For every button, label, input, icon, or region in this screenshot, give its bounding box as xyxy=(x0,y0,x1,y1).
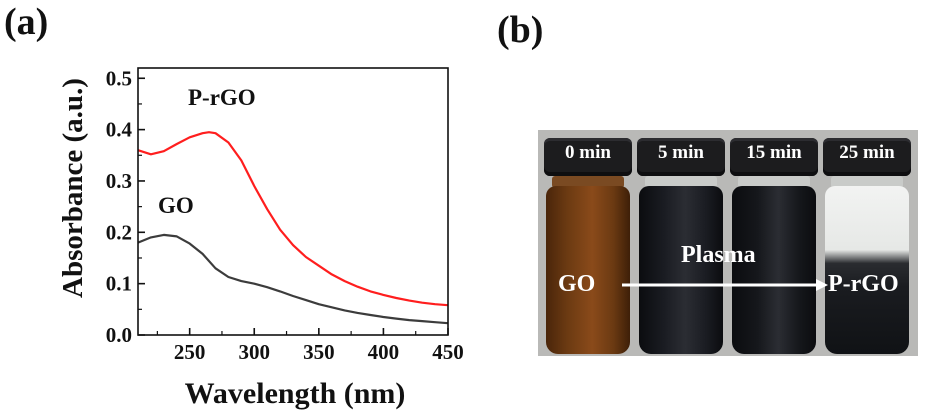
go-label: GO xyxy=(558,271,596,297)
vial-neck xyxy=(831,176,903,188)
vial-time-label: 5 min xyxy=(658,142,704,163)
y-axis-label: Absorbance (a.u.) xyxy=(57,78,89,298)
vial-time-label: 15 min xyxy=(746,142,802,163)
x-axis-label: Wavelength (nm) xyxy=(185,377,406,410)
vial-cap xyxy=(823,138,911,176)
x-tick-label: 450 xyxy=(432,340,464,364)
absorbance-chart: 0.0 0.1 0.2 0.3 0.4 0.5 250 300 350 400 450 Absorb… xyxy=(57,66,464,410)
y-tick-label: 0.0 xyxy=(106,323,132,347)
series-line-p-rgo xyxy=(137,131,449,307)
chart-ticks: 0.0 0.1 0.2 0.3 0.4 0.5 250 300 350 400 450 xyxy=(106,66,464,364)
x-tick-label: 400 xyxy=(368,340,400,364)
vial-body xyxy=(732,186,816,354)
y-tick-label: 0.1 xyxy=(106,272,132,296)
y-tick-label: 0.5 xyxy=(106,66,132,90)
panel-a-label: (a) xyxy=(4,1,49,43)
x-tick-label: 300 xyxy=(239,340,271,364)
series-line-go xyxy=(137,233,449,325)
vial-cap xyxy=(637,138,725,176)
x-tick-label: 250 xyxy=(174,340,206,364)
p-rgo-label: P-rGO xyxy=(828,271,899,297)
vial-body xyxy=(825,186,909,354)
plot-frame xyxy=(137,67,449,336)
y-tick-label: 0.4 xyxy=(106,118,133,142)
vial-neck xyxy=(645,176,717,188)
vial-time-label: 25 min xyxy=(839,142,895,163)
series-label-p-rgo: P-rGO xyxy=(188,85,256,110)
plasma-label: Plasma xyxy=(681,242,756,268)
plasma-arrow xyxy=(622,279,828,291)
vial-photo: 0 min 5 min 15 min 25 min GO Plasma P-rGO xyxy=(538,130,918,356)
y-tick-label: 0.2 xyxy=(106,220,132,244)
vial-body xyxy=(546,186,630,354)
series-label-go: GO xyxy=(158,193,194,218)
panel-b-label: (b) xyxy=(497,9,544,51)
arrow-head xyxy=(816,279,828,291)
vial-cap xyxy=(544,138,632,176)
vial-neck xyxy=(552,176,624,188)
vial-body xyxy=(639,186,723,354)
vial-cap xyxy=(730,138,818,176)
vial-neck xyxy=(738,176,810,188)
x-tick-label: 350 xyxy=(303,340,335,364)
vial-time-label: 0 min xyxy=(565,142,611,163)
y-tick-label: 0.3 xyxy=(106,169,132,193)
chart-series xyxy=(137,131,449,325)
